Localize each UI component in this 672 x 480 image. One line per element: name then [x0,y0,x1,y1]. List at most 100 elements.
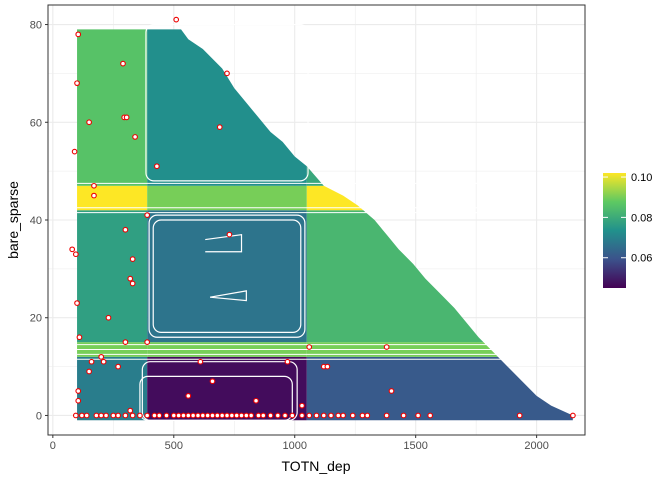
data-point [260,412,267,419]
data-point [93,412,100,419]
data-point [190,412,196,419]
data-point [120,60,126,67]
data-point [516,412,523,419]
data-point [115,363,121,370]
data-point [274,412,281,419]
data-point [267,412,274,419]
heatmap-tile [77,356,148,421]
data-point [383,412,390,419]
x-tick-label: 0 [50,440,56,452]
data-point [224,70,230,77]
legend-tick-label: 0.08 [631,212,652,224]
contour-line [205,233,243,253]
data-point [79,412,85,419]
data-point [91,182,97,189]
x-tick-label: 1000 [282,440,306,452]
data-point [255,412,262,419]
data-point [122,339,129,346]
legend: 0.06 0.08 0.10 [603,172,652,288]
data-point [76,334,83,341]
data-point [306,344,313,350]
data-point [110,412,117,419]
data-point [400,412,407,419]
data-point [180,412,187,419]
legend-colorbar [603,173,626,288]
contour-lines [77,23,513,421]
data-point [195,412,201,419]
data-point [123,114,130,121]
data-point [359,412,366,419]
data-point [69,246,76,253]
data-point [197,358,204,365]
data-point [388,388,395,394]
data-point [127,407,134,414]
data-point [129,280,136,287]
data-point [233,412,240,419]
y-axis: 0 20 40 60 80 [30,20,48,422]
data-point [364,412,371,419]
data-point [289,412,296,419]
data-point [137,412,143,419]
data-point [122,226,129,233]
data-point [163,412,170,419]
data-point [209,378,216,385]
heatmap-tile [147,210,307,343]
y-axis-title: bare_sparse [5,181,21,259]
data-point [324,363,331,370]
legend-tick-label: 0.06 [631,253,652,265]
data-point [98,412,105,419]
data-point [74,80,80,87]
data-point [219,412,226,419]
data-point [214,412,221,419]
data-point [100,358,107,365]
heatmap-tile [77,185,148,211]
contour-line [209,290,247,302]
x-tick-label: 500 [165,440,183,452]
data-point [349,412,356,419]
data-point [216,124,223,131]
data-point [185,393,192,399]
data-point [103,412,109,419]
legend-ticks: 0.06 0.08 0.10 [603,172,652,265]
x-tick-label: 2000 [524,440,548,452]
data-point [427,412,434,419]
data-point [173,16,180,23]
data-point [320,412,327,419]
data-point [224,412,230,419]
heatmap-tile [147,356,307,421]
data-point [570,412,576,419]
data-point [72,412,79,419]
data-point [122,412,129,419]
data-point [154,163,160,170]
data-point [151,412,158,419]
data-point [170,412,177,419]
contour-line [145,23,309,182]
data-point [284,358,291,365]
data-point [105,314,112,321]
data-point [86,119,92,126]
contour-line [148,214,306,338]
data-point [86,368,92,375]
x-tick-label: 1500 [403,440,427,452]
data-point [306,412,313,419]
scatter-points [69,16,576,419]
data-point [98,353,105,360]
x-axis: 0 500 1000 1500 2000 [50,435,549,452]
data-point [313,412,320,419]
data-point [185,412,192,419]
data-point [335,412,342,419]
y-tick-label: 20 [30,313,42,325]
data-point [129,256,136,262]
data-point [72,251,79,258]
data-point [127,275,134,282]
data-point [115,412,121,419]
data-point [383,344,390,350]
data-point [75,388,82,394]
data-point [204,412,211,419]
data-point [248,412,255,419]
x-axis-title: TOTN_dep [282,458,351,474]
data-point [75,397,82,404]
data-point [156,412,163,419]
y-tick-label: 80 [30,20,42,32]
data-point [282,412,288,419]
